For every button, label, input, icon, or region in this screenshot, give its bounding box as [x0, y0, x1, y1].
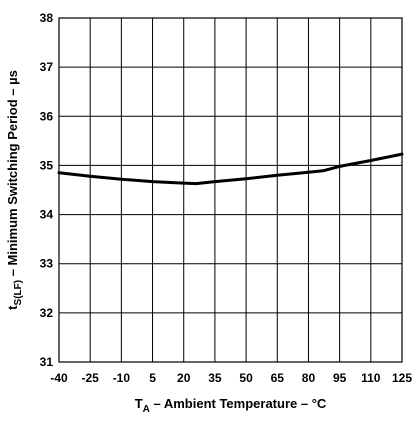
y-tick-label: 38 [40, 11, 54, 25]
x-axis-label-symbol: T [135, 396, 143, 411]
y-tick-label: 36 [40, 109, 54, 123]
y-axis-label: tS(LF) – Minimum Switching Period – µs [5, 70, 24, 310]
x-axis-label-subscript: A [143, 404, 150, 415]
vertical-gridlines [58, 18, 403, 362]
x-tick-label: 5 [149, 371, 156, 385]
x-tick-label: 95 [333, 371, 347, 385]
x-tick-label: 35 [208, 371, 222, 385]
y-tick-label: 37 [40, 60, 54, 74]
y-tick-label: 33 [40, 257, 54, 271]
x-axis-label: TA – Ambient Temperature – °C [135, 396, 327, 415]
y-tick-label: 32 [40, 306, 54, 320]
series-line [57, 152, 404, 186]
x-tick-labels: -40 -25 -10 5 20 35 50 65 80 95 110 125 [50, 371, 412, 385]
x-tick-label: 65 [271, 371, 285, 385]
x-tick-label: -40 [50, 371, 68, 385]
y-axis-label-text: – Minimum Switching Period – µs [5, 70, 20, 280]
y-tick-label: 34 [40, 208, 54, 222]
y-axis-label-symbol: t [5, 305, 20, 310]
y-tick-label: 35 [40, 158, 54, 172]
x-tick-label: 20 [177, 371, 191, 385]
x-tick-label: 50 [239, 371, 253, 385]
x-axis-label-text: – Ambient Temperature – °C [150, 396, 327, 411]
x-tick-label: -25 [82, 371, 100, 385]
y-tick-labels: 31 32 33 34 35 36 37 38 [40, 11, 54, 369]
plot-frame [58, 17, 403, 363]
x-tick-label: -10 [113, 371, 131, 385]
horizontal-gridlines [59, 17, 402, 363]
x-tick-label: 125 [392, 371, 412, 385]
y-tick-label: 31 [40, 355, 54, 369]
x-tick-label: 80 [302, 371, 316, 385]
x-tick-label: 110 [361, 371, 381, 385]
y-axis-label-subscript: S(LF) [13, 280, 24, 306]
